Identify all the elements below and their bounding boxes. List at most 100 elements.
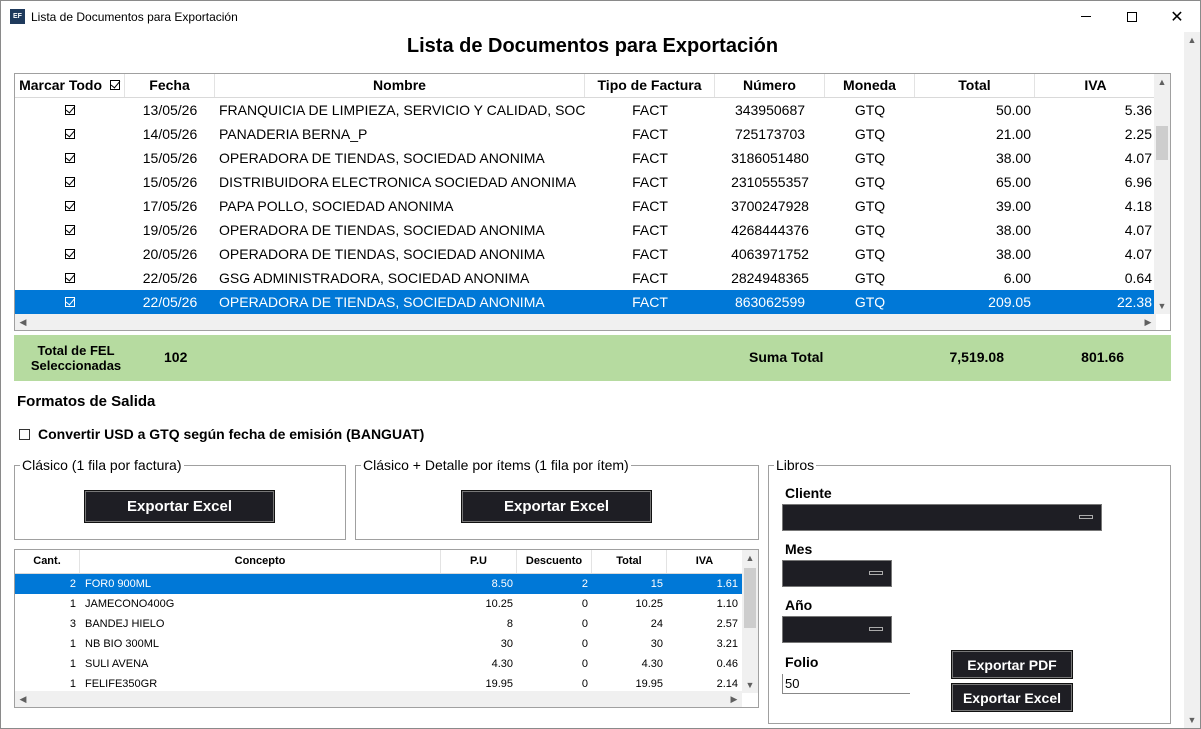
detail-row[interactable]: 1 FELIFE350GR 19.95 0 19.95 2.14 xyxy=(15,674,742,694)
documents-grid[interactable]: Marcar Todo Fecha Nombre Tipo de Factura… xyxy=(14,73,1171,331)
checkbox-checked-icon[interactable] xyxy=(65,249,75,260)
detail-header-iva[interactable]: IVA xyxy=(695,555,714,567)
row-checkbox[interactable] xyxy=(15,98,125,122)
header-nombre[interactable]: Nombre xyxy=(215,74,585,97)
cell-total: 50.00 xyxy=(995,102,1031,118)
cell-numero: 2310555357 xyxy=(731,174,809,190)
scrollbar-thumb[interactable] xyxy=(1156,126,1168,160)
detail-cell-desc: 0 xyxy=(581,658,588,670)
row-checkbox[interactable] xyxy=(15,242,125,266)
cell-nombre: PAPA POLLO, SOCIEDAD ANONIMA xyxy=(219,198,454,214)
cell-total: 38.00 xyxy=(995,246,1031,262)
scroll-down-icon[interactable]: ▼ xyxy=(1187,715,1197,725)
scroll-left-icon[interactable]: ◀ xyxy=(19,317,27,327)
close-button[interactable]: ✕ xyxy=(1154,1,1200,32)
grid-vertical-scrollbar[interactable]: ▲ ▼ xyxy=(1154,74,1170,314)
detail-header-concepto[interactable]: Concepto xyxy=(80,550,441,573)
scroll-up-icon[interactable]: ▲ xyxy=(745,553,755,563)
detail-vertical-scrollbar[interactable]: ▲ ▼ xyxy=(742,550,758,693)
clasico-export-excel-button[interactable]: Exportar Excel xyxy=(84,490,275,523)
libros-export-excel-button[interactable]: Exportar Excel xyxy=(951,683,1073,712)
grid-header: Marcar Todo Fecha Nombre Tipo de Factura… xyxy=(15,74,1156,98)
table-row[interactable]: 14/05/26 PANADERIA BERNA_P FACT 725173703 GT… xyxy=(15,122,1156,146)
header-marcar-todo[interactable]: Marcar Todo xyxy=(15,74,125,97)
cliente-select[interactable] xyxy=(782,504,1102,531)
detail-cell-total: 4.30 xyxy=(641,658,663,670)
table-row[interactable]: 20/05/26 OPERADORA DE TIENDAS, SOCIEDAD A… xyxy=(15,242,1156,266)
checkbox-checked-icon[interactable] xyxy=(65,153,75,164)
cell-numero: 343950687 xyxy=(734,102,806,118)
checkbox-checked-icon[interactable] xyxy=(65,297,75,308)
table-row[interactable]: 22/05/26 OPERADORA DE TIENDAS, SOCIEDAD A… xyxy=(15,290,1156,314)
detail-header-descuento[interactable]: Descuento xyxy=(517,550,592,573)
cell-nombre: FRANQUICIA DE LIMPIEZA, SERVICIO Y CALID… xyxy=(219,102,585,118)
detail-grid[interactable]: Cant. Concepto P.U Descuento Total IVA 2… xyxy=(14,549,759,708)
scroll-up-icon[interactable]: ▲ xyxy=(1157,77,1167,87)
header-numero[interactable]: Número xyxy=(715,74,825,97)
detail-row[interactable]: 1 NB BIO 300ML 30 0 30 3.21 xyxy=(15,634,742,654)
checkbox-checked-icon[interactable] xyxy=(65,129,75,140)
detail-row[interactable]: 1 SULI AVENA 4.30 0 4.30 0.46 xyxy=(15,654,742,674)
detail-cell-desc: 0 xyxy=(581,598,588,610)
row-checkbox[interactable] xyxy=(15,218,125,242)
detail-header-cant[interactable]: Cant. xyxy=(15,550,80,573)
folio-input[interactable] xyxy=(782,674,910,694)
export-pdf-button[interactable]: Exportar PDF xyxy=(951,650,1073,679)
anio-select[interactable] xyxy=(782,616,892,643)
scrollbar-thumb[interactable] xyxy=(744,568,756,628)
row-checkbox[interactable] xyxy=(15,266,125,290)
detail-row[interactable]: 2 FOR0 900ML 8.50 2 15 1.61 xyxy=(15,574,742,594)
row-checkbox[interactable] xyxy=(15,122,125,146)
detail-cell-total: 19.95 xyxy=(635,678,663,690)
scroll-left-icon[interactable]: ◀ xyxy=(19,694,27,704)
table-row[interactable]: 17/05/26 PAPA POLLO, SOCIEDAD ANONIMA FACT… xyxy=(15,194,1156,218)
detail-cell-pu: 10.25 xyxy=(485,598,513,610)
maximize-button[interactable] xyxy=(1109,1,1155,32)
header-fecha[interactable]: Fecha xyxy=(125,74,215,97)
cell-moneda: GTQ xyxy=(854,174,886,190)
checkbox-checked-icon[interactable] xyxy=(65,225,75,236)
detail-row[interactable]: 3 BANDEJ HIELO 8 0 24 2.57 xyxy=(15,614,742,634)
header-tipo-factura[interactable]: Tipo de Factura xyxy=(585,74,715,97)
mes-select[interactable] xyxy=(782,560,892,587)
row-checkbox[interactable] xyxy=(15,194,125,218)
convert-usd-checkbox[interactable]: Convertir USD a GTQ según fecha de emisi… xyxy=(19,426,424,442)
cell-moneda: GTQ xyxy=(854,270,886,286)
detail-horizontal-scrollbar[interactable]: ◀ ▶ xyxy=(15,691,742,707)
detail-cell-iva: 0.46 xyxy=(716,658,738,670)
cell-iva: 4.07 xyxy=(1124,222,1152,238)
header-moneda[interactable]: Moneda xyxy=(825,74,915,97)
header-iva[interactable]: IVA xyxy=(1084,77,1107,93)
scroll-right-icon[interactable]: ▶ xyxy=(1144,317,1152,327)
checkbox-checked-icon[interactable] xyxy=(65,177,75,188)
cell-iva: 22.38 xyxy=(1116,294,1152,310)
cell-nombre: DISTRIBUIDORA ELECTRONICA SOCIEDAD ANONI… xyxy=(219,174,577,190)
detalle-export-excel-button[interactable]: Exportar Excel xyxy=(461,490,652,523)
detail-cell-cant: 2 xyxy=(69,578,76,590)
checkbox-checked-icon[interactable] xyxy=(65,201,75,212)
scroll-down-icon[interactable]: ▼ xyxy=(745,680,755,690)
close-icon: ✕ xyxy=(1170,8,1184,26)
minimize-button[interactable] xyxy=(1063,1,1109,32)
row-checkbox[interactable] xyxy=(15,170,125,194)
table-row[interactable]: 15/05/26 DISTRIBUIDORA ELECTRONICA SOCIED… xyxy=(15,170,1156,194)
scroll-right-icon[interactable]: ▶ xyxy=(730,694,738,704)
row-checkbox[interactable] xyxy=(15,290,125,314)
header-total[interactable]: Total xyxy=(915,74,1035,97)
detail-header-total[interactable]: Total xyxy=(592,550,667,573)
window-vertical-scrollbar[interactable]: ▲ ▼ xyxy=(1184,32,1200,728)
checkbox-checked-icon[interactable] xyxy=(65,273,75,284)
table-row[interactable]: 13/05/26 FRANQUICIA DE LIMPIEZA, SERVICIO… xyxy=(15,98,1156,122)
checkbox-icon[interactable] xyxy=(19,428,30,440)
scroll-up-icon[interactable]: ▲ xyxy=(1187,35,1197,45)
detail-header-pu[interactable]: P.U xyxy=(441,550,517,573)
table-row[interactable]: 22/05/26 GSG ADMINISTRADORA, SOCIEDAD ANO… xyxy=(15,266,1156,290)
detail-row[interactable]: 1 JAMECONO400G 10.25 0 10.25 1.10 xyxy=(15,594,742,614)
grid-horizontal-scrollbar[interactable]: ◀ ▶ xyxy=(15,314,1156,330)
checkbox-checked-icon[interactable] xyxy=(65,105,75,116)
scroll-down-icon[interactable]: ▼ xyxy=(1157,301,1167,311)
table-row[interactable]: 19/05/26 OPERADORA DE TIENDAS, SOCIEDAD A… xyxy=(15,218,1156,242)
row-checkbox[interactable] xyxy=(15,146,125,170)
table-row[interactable]: 15/05/26 OPERADORA DE TIENDAS, SOCIEDAD A… xyxy=(15,146,1156,170)
marcar-todo-checkbox-icon[interactable] xyxy=(109,80,120,91)
